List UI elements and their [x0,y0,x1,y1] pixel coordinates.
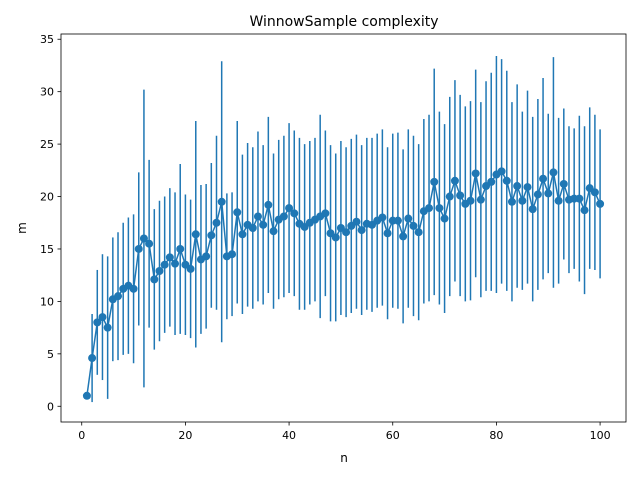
data-point [155,266,164,275]
data-point [502,176,511,185]
data-point [103,323,112,332]
data-point [544,189,553,198]
data-point [549,168,558,177]
data-point [264,200,273,209]
data-point [259,220,268,229]
data-point [466,196,475,205]
x-axis-ticks: 0 20 40 60 80 100 [78,422,611,442]
data-point [590,188,599,197]
y-tick-label: 20 [40,191,54,204]
data-point [139,234,148,243]
y-tick-label: 10 [40,295,54,308]
data-point [165,253,174,262]
data-point [414,228,423,237]
data-point [238,230,247,239]
data-point [518,196,527,205]
data-point [160,260,169,269]
data-point [383,229,392,238]
x-axis-label: n [340,451,348,465]
data-point [528,205,537,214]
data-point [513,182,522,191]
data-point [559,179,568,188]
data-point [331,233,340,242]
data-point [471,169,480,178]
data-point [212,218,221,227]
y-tick-label: 15 [40,243,54,256]
data-point [409,221,418,230]
data-point [191,230,200,239]
data-point [352,217,361,226]
data-point [88,354,97,363]
data-point [285,204,294,213]
plot-area-frame [60,33,627,423]
y-axis-ticks: 0 5 10 15 20 25 30 35 [40,33,61,413]
data-point [145,239,154,248]
x-tick-label: 20 [178,429,192,442]
data-point [357,226,366,235]
data-point [539,174,548,183]
data-point [435,204,444,213]
data-point [82,391,91,400]
data-point [476,195,485,204]
data-point [171,259,180,268]
data-point [248,224,257,232]
data-point [233,208,242,217]
x-tick-label: 80 [489,429,503,442]
data-point [575,194,584,203]
data-point [533,190,542,199]
x-tick-label: 100 [590,429,611,442]
data-point [290,209,299,218]
data-point [150,275,159,284]
y-tick-label: 5 [47,348,54,361]
data-point [580,206,589,215]
y-tick-label: 25 [40,138,54,151]
data-point [393,216,402,225]
data-point [253,212,262,221]
data-point [497,167,506,176]
data-point [425,204,434,213]
data-point [342,228,351,237]
data-point [114,292,123,301]
data-point [487,177,496,186]
data-point [554,196,563,205]
data-point [93,318,102,327]
data-point [217,197,226,206]
data-point [186,264,195,273]
data-point [202,252,211,261]
data-point [378,213,387,222]
data-points [82,167,605,400]
data-point [129,284,138,293]
data-point [98,313,107,322]
data-point [445,192,454,201]
x-tick-label: 0 [78,429,85,442]
data-point [523,183,532,192]
x-tick-label: 40 [282,429,296,442]
data-point [507,197,516,206]
data-point [279,212,288,221]
data-point [596,199,605,208]
chart-title: WinnowSample complexity [249,14,438,30]
data-point [321,209,330,218]
data-point [228,250,237,259]
data-point [134,244,143,253]
y-tick-label: 35 [40,33,54,46]
x-tick-label: 60 [386,429,400,442]
data-point [430,177,439,186]
data-point [176,244,185,253]
data-point [207,231,216,240]
data-point [450,176,459,185]
y-axis-label: m [15,222,29,234]
data-point [440,214,449,223]
y-tick-label: 30 [40,86,54,99]
data-point [399,232,408,241]
data-point [456,191,465,200]
data-point [404,214,413,223]
y-tick-label: 0 [47,400,54,413]
data-point [269,227,278,236]
